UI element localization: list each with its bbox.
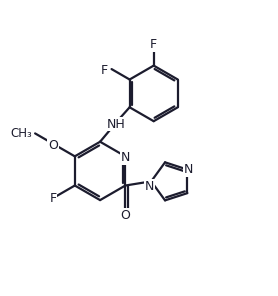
Text: N: N	[145, 180, 155, 193]
Text: NH: NH	[107, 118, 126, 131]
Text: N: N	[184, 163, 193, 176]
Text: N: N	[121, 151, 131, 164]
Text: O: O	[120, 209, 130, 222]
Text: CH₃: CH₃	[11, 127, 32, 140]
Text: O: O	[48, 139, 58, 152]
Text: F: F	[150, 38, 157, 52]
Text: F: F	[49, 192, 56, 205]
Text: F: F	[101, 64, 108, 77]
